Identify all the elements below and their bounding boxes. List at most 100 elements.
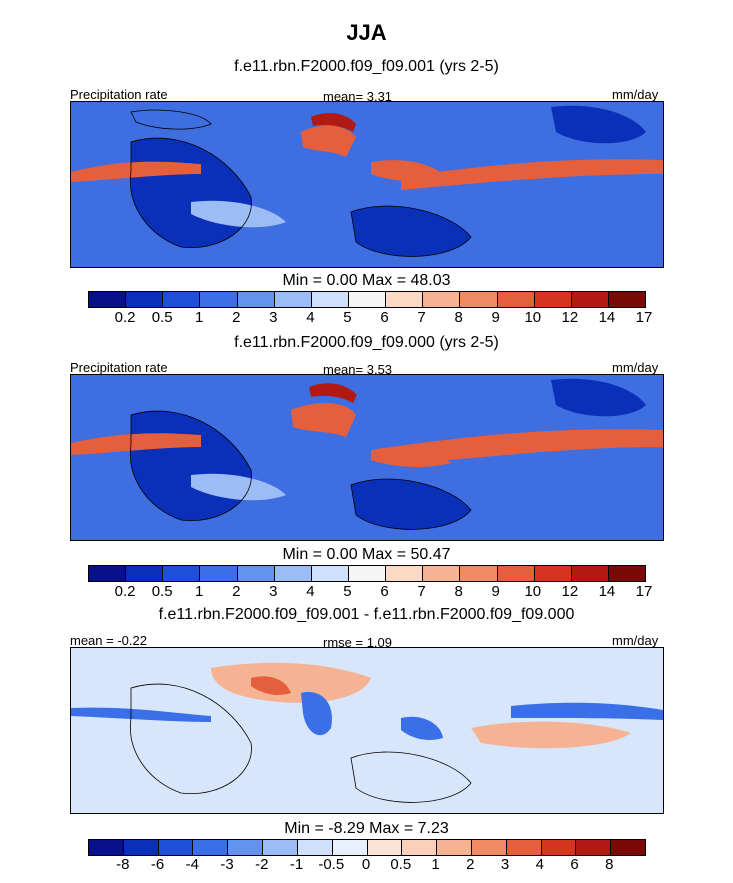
south-pacific-positive xyxy=(471,721,631,749)
colorbar-tick-label: -3 xyxy=(220,856,234,873)
atlantic-itcz xyxy=(71,433,201,455)
colorbar-swatch xyxy=(274,566,312,581)
africa-coastline xyxy=(129,410,252,522)
colorbar-swatch xyxy=(348,566,387,581)
north-pacific-dry-region xyxy=(551,378,646,417)
panel-2-title: f.e11.rbn.F2000.f09_f09.000 (yrs 2-5) xyxy=(234,334,499,351)
colorbar-swatch xyxy=(506,840,542,855)
australia-dry-region xyxy=(351,479,471,530)
colorbar-tick-label: 3 xyxy=(269,309,278,326)
colorbar-swatch xyxy=(534,292,572,307)
colorbar-tick-label: 7 xyxy=(417,309,426,326)
colorbar-swatch xyxy=(123,840,159,855)
colorbar-swatch xyxy=(534,566,572,581)
colorbar-swatch xyxy=(386,566,424,581)
colorbar-swatch xyxy=(126,566,164,581)
colorbar-tick-label: -8 xyxy=(116,856,130,873)
colorbar-tick-label: 9 xyxy=(491,309,500,326)
colorbar-swatch xyxy=(163,292,201,307)
panel-3-title: f.e11.rbn.F2000.f09_f09.001 - f.e11.rbn.… xyxy=(158,606,575,623)
colorbar-tick-label: 14 xyxy=(598,583,616,600)
colorbar-tick-label: 1 xyxy=(195,309,204,326)
arabia-strong-positive xyxy=(251,676,291,696)
colorbar-tick-label: 0.5 xyxy=(151,309,173,326)
north-africa-land xyxy=(130,109,212,130)
pacific-negative-band xyxy=(511,702,663,720)
colorbar-swatch xyxy=(332,840,368,855)
south-atlantic-moderate xyxy=(191,200,286,228)
colorbar-tick-label: 0 xyxy=(361,856,371,873)
australia-coastline xyxy=(350,205,472,257)
colorbar-2-labels: 0.2 0.5 1 2 3 4 5 6 7 8 9 10 12 14 17 xyxy=(88,583,653,601)
colorbar-tick-label: 9 xyxy=(491,583,500,600)
colorbar-swatch xyxy=(237,292,275,307)
colorbar-tick-label: 14 xyxy=(598,309,616,326)
atlantic-itcz xyxy=(71,161,201,182)
colorbar-1 xyxy=(88,291,646,308)
colorbar-swatch xyxy=(263,840,298,855)
colorbar-swatch xyxy=(460,292,498,307)
colorbar-swatch xyxy=(402,840,438,855)
panel-2-map xyxy=(70,374,664,541)
colorbar-2 xyxy=(88,565,646,582)
colorbar-tick-label: 10 xyxy=(524,583,542,600)
colorbar-1-labels: 0.2 0.5 1 2 3 4 5 6 7 8 9 10 12 14 17 xyxy=(88,309,653,327)
colorbar-tick-label: 10 xyxy=(524,309,542,326)
colorbar-swatch xyxy=(471,840,507,855)
panel-1-variable-label: Precipitation rate xyxy=(70,87,168,102)
panel-1-units-label: mm/day xyxy=(612,87,659,102)
colorbar-tick-label: 1 xyxy=(195,583,204,600)
figure-title: JJA xyxy=(346,20,387,45)
maritime-continent-rain xyxy=(371,447,451,467)
colorbar-tick-label: 17 xyxy=(635,583,653,600)
panel-1-map xyxy=(70,101,664,268)
colorbar-swatch xyxy=(200,292,238,307)
colorbar-tick-label: 3 xyxy=(500,856,510,873)
colorbar-swatch xyxy=(541,840,577,855)
panel-1-title: f.e11.rbn.F2000.f09_f09.001 (yrs 2-5) xyxy=(234,58,499,75)
panel-3-rmse-label: rmse = 1.09 xyxy=(323,635,393,650)
colorbar-swatch xyxy=(89,566,127,581)
colorbar-tick-label: 8 xyxy=(454,583,463,600)
colorbar-swatch xyxy=(571,566,609,581)
colorbar-tick-label: 12 xyxy=(561,309,579,326)
colorbar-tick-label: -4 xyxy=(185,856,199,873)
colorbar-tick-label: 7 xyxy=(417,583,426,600)
colorbar-tick-label: 2 xyxy=(466,856,475,873)
colorbar-swatch xyxy=(89,840,124,855)
colorbar-swatch xyxy=(386,292,424,307)
panel-2-variable-label: Precipitation rate xyxy=(70,360,168,375)
atlantic-negative-band xyxy=(71,707,211,722)
colorbar-tick-label: 6 xyxy=(380,583,389,600)
colorbar-swatch xyxy=(497,566,535,581)
colorbar-tick-label: 4 xyxy=(535,856,544,873)
colorbar-swatch xyxy=(611,840,645,855)
panel-2-minmax: Min = 0.00 Max = 50.47 xyxy=(282,546,451,563)
colorbar-3-labels: -8 -6 -4 -3 -2 -1 -0.5 0 0.5 1 2 3 4 6 8 xyxy=(88,856,644,874)
colorbar-swatch xyxy=(158,840,194,855)
panel-3-units-label: mm/day xyxy=(612,633,659,648)
panel-3-minmax: Min = -8.29 Max = 7.23 xyxy=(284,820,449,837)
colorbar-swatch xyxy=(237,566,275,581)
south-atlantic-moderate xyxy=(191,473,286,501)
colorbar-swatch xyxy=(89,292,127,307)
colorbar-tick-label: 6 xyxy=(570,856,579,873)
panel-1-mean-label: mean= 3.31 xyxy=(323,89,393,104)
colorbar-swatch xyxy=(126,292,164,307)
pacific-itcz xyxy=(391,429,663,465)
colorbar-swatch xyxy=(367,840,403,855)
colorbar-tick-label: 0.5 xyxy=(390,856,412,873)
colorbar-swatch xyxy=(497,292,535,307)
colorbar-tick-label: 17 xyxy=(635,309,653,326)
colorbar-swatch xyxy=(423,566,461,581)
panel-2-mean-label: mean= 3.53 xyxy=(323,362,393,377)
colorbar-tick-label: 3 xyxy=(269,583,278,600)
colorbar-swatch xyxy=(576,840,612,855)
colorbar-tick-label: 5 xyxy=(343,583,352,600)
north-pacific-dry-region xyxy=(551,105,646,144)
colorbar-tick-label: 1 xyxy=(431,856,440,873)
colorbar-swatch xyxy=(608,566,646,581)
colorbar-tick-label: -6 xyxy=(150,856,165,873)
colorbar-swatch xyxy=(311,566,349,581)
colorbar-swatch xyxy=(297,840,333,855)
